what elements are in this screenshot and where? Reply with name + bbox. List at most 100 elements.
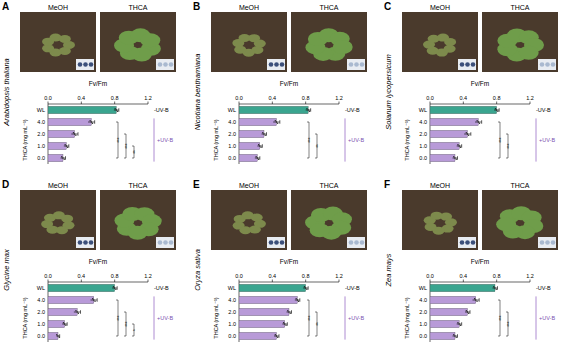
- tick: [81, 280, 82, 283]
- point: [309, 111, 310, 112]
- point: [460, 325, 461, 326]
- tick-label: 0.0: [44, 273, 52, 279]
- y-axis-label: THCA (mg mL⁻¹): [22, 119, 28, 161]
- error-cap: [118, 108, 119, 112]
- error-line: [64, 146, 69, 147]
- error-cap: [461, 144, 462, 148]
- error-cap: [457, 334, 458, 338]
- annotation: +UV-B: [157, 137, 173, 143]
- significance-label: ***: [507, 321, 512, 327]
- error-cap: [78, 132, 79, 136]
- tick-label: 1.2: [144, 273, 152, 279]
- tick-label: 0.4: [78, 95, 86, 101]
- error-bar: [306, 108, 311, 112]
- category-label: 4.0: [419, 297, 427, 303]
- tick-label: 0.4: [269, 95, 277, 101]
- error-cap: [470, 310, 471, 314]
- species: Zea mays: [384, 253, 393, 287]
- inset: [156, 237, 174, 248]
- bar: [430, 320, 459, 327]
- leaf-disc: [158, 240, 163, 245]
- point: [114, 108, 115, 109]
- point: [255, 156, 256, 157]
- point: [57, 335, 58, 336]
- point: [113, 286, 114, 287]
- error-bar: [112, 286, 117, 290]
- error-line: [493, 288, 498, 289]
- photo: [211, 190, 287, 250]
- tick: [114, 280, 115, 283]
- inset: [538, 237, 556, 248]
- photo-label: THCA: [128, 4, 147, 11]
- point: [453, 334, 454, 335]
- point: [454, 157, 455, 158]
- tick: [463, 280, 464, 283]
- bar: [430, 308, 468, 315]
- point: [117, 111, 118, 112]
- point: [476, 120, 477, 121]
- point: [468, 313, 469, 314]
- category-label: 2.0: [228, 309, 236, 315]
- bars: [239, 284, 308, 339]
- tick-label: 0.0: [235, 273, 243, 279]
- leaf-disc: [540, 62, 545, 67]
- error-line: [295, 300, 300, 301]
- point: [494, 287, 495, 288]
- error-line: [56, 336, 59, 337]
- x-axis: [48, 104, 148, 105]
- leaf: [425, 223, 437, 231]
- point: [76, 311, 77, 312]
- tick-label: 0.8: [302, 95, 310, 101]
- point: [475, 299, 476, 300]
- inset: [347, 237, 365, 248]
- panel-letter: D: [2, 179, 9, 190]
- error-line: [91, 300, 98, 301]
- tick: [339, 102, 340, 105]
- photo: [20, 12, 96, 72]
- bar: [48, 118, 91, 125]
- point: [263, 133, 264, 134]
- annotation: +UV-B: [348, 137, 364, 143]
- error-line: [282, 324, 287, 325]
- leaf-disc: [360, 240, 365, 245]
- leaf: [56, 226, 68, 234]
- bar: [430, 154, 455, 161]
- error-line: [71, 134, 78, 135]
- significance-label: ***: [308, 137, 313, 143]
- error-cap: [262, 144, 263, 148]
- inset: [76, 237, 94, 248]
- panel-letter: B: [193, 1, 200, 12]
- tick: [148, 102, 149, 105]
- error-cap: [65, 156, 66, 160]
- error-line: [465, 312, 470, 313]
- error-line: [464, 134, 471, 135]
- category-label: 2.0: [419, 309, 427, 315]
- point: [283, 322, 284, 323]
- category-label: WL: [37, 107, 45, 113]
- error-line: [88, 122, 95, 123]
- panel: AArabidopsis thalianaMeOHTHCAFv/FmTHCA (…: [2, 1, 176, 164]
- error-cap: [291, 310, 292, 314]
- annotation: +UV-B: [539, 137, 555, 143]
- inset: [347, 59, 365, 70]
- inset: [156, 59, 174, 70]
- point: [73, 132, 74, 133]
- point: [74, 133, 75, 134]
- category-label: WL: [419, 285, 427, 291]
- error-bar: [61, 156, 66, 160]
- leaf: [444, 45, 456, 53]
- point: [275, 334, 276, 335]
- category-label: 1.0: [37, 321, 45, 327]
- group-bracket: [345, 296, 346, 339]
- error-line: [255, 158, 260, 159]
- photo-label: THCA: [128, 182, 147, 189]
- point: [65, 325, 66, 326]
- error-cap: [497, 286, 498, 290]
- photo-label: MeOH: [48, 182, 68, 189]
- leaf: [519, 46, 539, 60]
- point: [262, 132, 263, 133]
- point: [295, 298, 296, 299]
- photo-label: MeOH: [48, 4, 68, 11]
- annotation: -UV-B: [345, 107, 360, 113]
- photo: [482, 190, 558, 250]
